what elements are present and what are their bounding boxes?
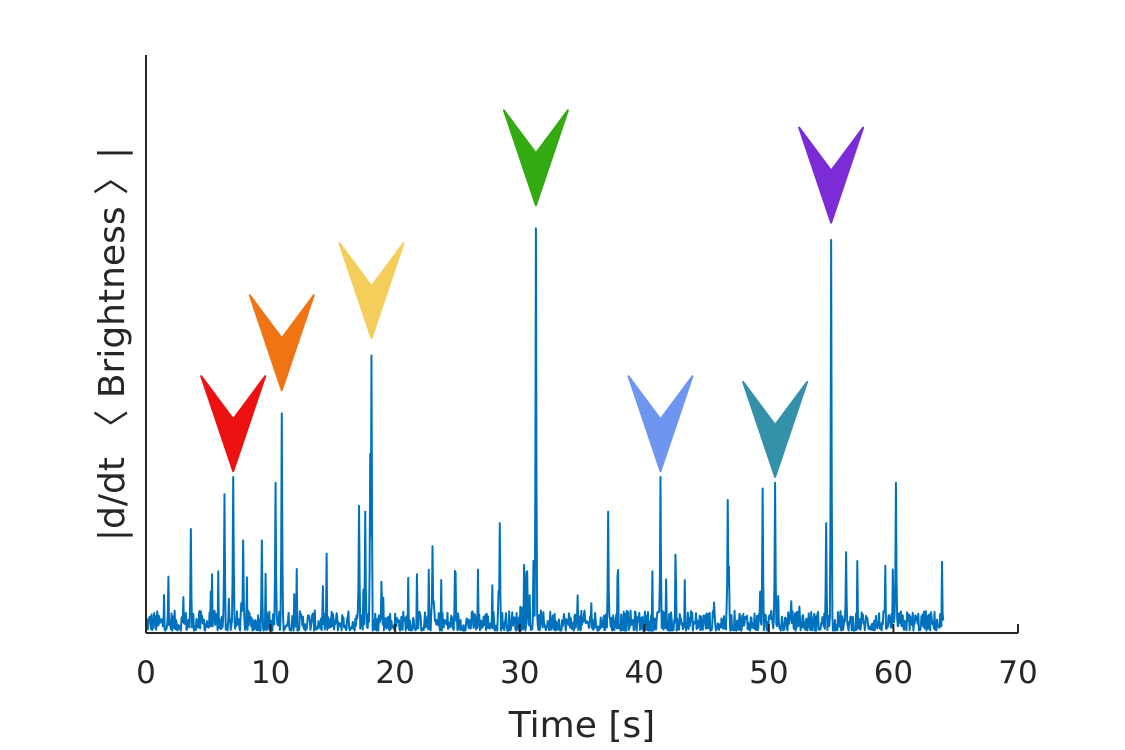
x-tick-label: 10: [251, 655, 290, 691]
marker-layer: [200, 109, 865, 478]
peak-arrow-marker: [742, 380, 809, 478]
peak-arrow-marker: [248, 294, 315, 392]
x-axis-title: Time [s]: [508, 705, 655, 746]
peak-arrow-marker: [627, 375, 694, 473]
y-axis-title: |d/dt 〈 Brightness 〉|: [92, 147, 133, 541]
x-tick-label: 50: [749, 655, 788, 691]
signal-line: [145, 227, 945, 632]
x-tick-label: 60: [874, 655, 913, 691]
plot-area: [145, 109, 945, 632]
x-tick-label: 0: [136, 655, 156, 691]
x-tick-label: 40: [625, 655, 664, 691]
peak-arrow-marker: [338, 242, 405, 340]
x-tick-label: 70: [998, 655, 1037, 691]
x-tick-label: 20: [375, 655, 414, 691]
peak-arrow-marker: [502, 109, 569, 207]
peak-arrow-marker: [798, 126, 865, 224]
x-axis-ticks: 0 10 20 30 40 50 60 70: [136, 624, 1038, 691]
series-layer: [145, 227, 945, 632]
x-tick-label: 30: [500, 655, 539, 691]
peak-arrow-marker: [200, 375, 267, 473]
